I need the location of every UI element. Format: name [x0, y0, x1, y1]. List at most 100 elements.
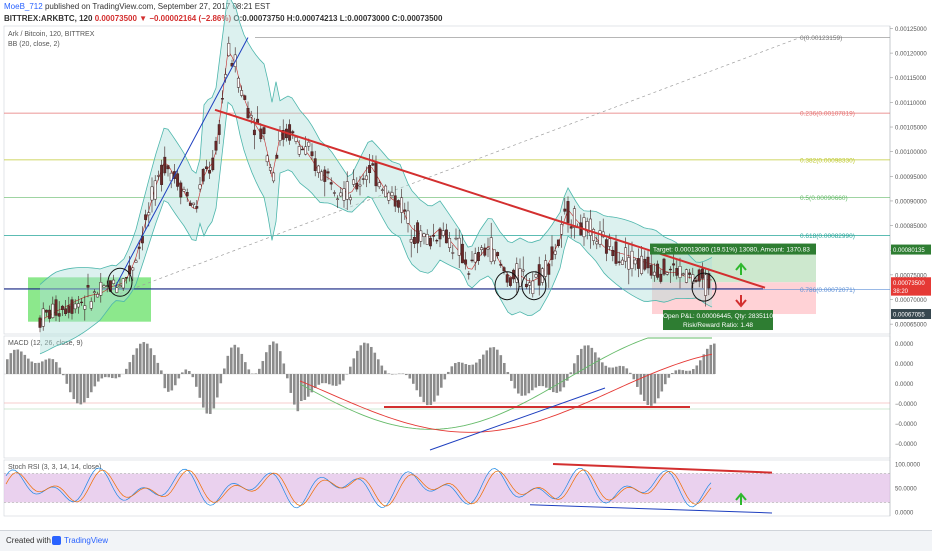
candle-body	[80, 302, 82, 303]
candle-body	[381, 190, 383, 191]
price-axis-label: 0.00065000	[895, 323, 927, 329]
macd-histogram-bar	[27, 359, 30, 374]
macd-histogram-bar	[626, 368, 629, 374]
candle-body	[116, 288, 118, 293]
macd-histogram-bar	[465, 364, 468, 374]
macd-histogram-bar	[143, 342, 146, 374]
candle-body	[180, 183, 182, 197]
bb-indicator-label: BB (20, close, 2)	[8, 41, 60, 48]
macd-histogram-bar	[157, 363, 160, 374]
candle-body	[228, 43, 230, 55]
tradingview-brand[interactable]: TradingView	[64, 536, 108, 545]
candle-body	[400, 198, 402, 213]
candle-body	[672, 264, 674, 265]
candle-body	[474, 254, 476, 262]
macd-histogram-bar	[125, 369, 128, 374]
candle-body	[496, 252, 498, 255]
candle-body	[634, 260, 636, 264]
macd-histogram-bar	[472, 365, 475, 374]
macd-histogram-bar	[500, 355, 503, 374]
macd-histogram-bar	[608, 367, 611, 374]
candle-body	[199, 185, 201, 189]
macd-histogram-bar	[654, 374, 657, 403]
fib-level-label: 0.786(0.00072071)	[800, 287, 855, 294]
candle-body	[605, 240, 607, 254]
macd-histogram-bar	[262, 361, 265, 374]
macd-histogram-bar	[521, 374, 524, 396]
candle-body	[103, 286, 105, 287]
candle-body	[314, 159, 316, 171]
candle-body	[372, 164, 374, 166]
candle-body	[480, 248, 482, 250]
macd-histogram-bar	[430, 374, 433, 405]
candle-body	[442, 231, 444, 236]
candle-body	[676, 268, 678, 275]
macd-histogram-bar	[549, 374, 552, 390]
macd-histogram-bar	[59, 368, 62, 374]
candle-body	[90, 301, 92, 308]
macd-histogram-bar	[129, 362, 132, 374]
macd-histogram-bar	[314, 374, 317, 388]
candle-body	[343, 189, 345, 201]
price-badge-text: 0.00080135	[893, 248, 925, 254]
fib-level-label: 0.236(0.00107819)	[800, 111, 855, 118]
candle-body	[244, 96, 246, 100]
candle-body	[560, 224, 562, 234]
candle-body	[468, 274, 470, 275]
candle-body	[253, 130, 255, 135]
macd-histogram-bar	[94, 374, 97, 386]
candle-body	[589, 219, 591, 235]
candle-body	[205, 167, 207, 169]
macd-histogram-bar	[356, 351, 359, 374]
macd-histogram-bar	[535, 374, 538, 388]
macd-histogram-bar	[647, 374, 650, 405]
macd-histogram-bar	[412, 374, 415, 384]
candle-body	[464, 260, 466, 264]
macd-histogram-bar	[451, 366, 454, 374]
macd-histogram-bar	[416, 374, 419, 390]
macd-histogram-bar	[437, 374, 440, 396]
candle-body	[346, 182, 348, 200]
candle-body	[669, 269, 671, 270]
macd-histogram-bar	[132, 355, 135, 374]
candle-body	[336, 199, 338, 200]
price-axis-label: 0.00110000	[895, 101, 927, 107]
stoch-axis-label: 50.0000	[895, 487, 917, 493]
macd-histogram-bar	[223, 368, 226, 374]
macd-histogram-bar	[384, 370, 387, 374]
stoch-band-fill	[4, 474, 890, 503]
candle-body	[624, 248, 626, 261]
candle-body	[426, 234, 428, 244]
macd-histogram-bar	[153, 355, 156, 374]
macd-histogram-bar	[272, 341, 275, 374]
macd-histogram-bar	[139, 344, 142, 374]
macd-histogram-bar	[370, 347, 373, 374]
risk-reward-text: Risk/Reward Ratio: 1.48	[683, 322, 753, 329]
candle-body	[272, 173, 274, 181]
macd-histogram-bar	[66, 374, 69, 384]
macd-histogram-bar	[360, 345, 363, 374]
candle-body	[308, 142, 310, 146]
price-axis-label: 0.00090000	[895, 199, 927, 205]
candle-body	[551, 247, 553, 260]
candle-body	[487, 248, 489, 249]
candle-body	[663, 259, 665, 274]
candle-body	[445, 230, 447, 243]
candle-body	[301, 149, 303, 150]
macd-histogram-bar	[713, 344, 716, 374]
candle-body	[471, 260, 473, 261]
macd-histogram-bar	[377, 359, 380, 374]
macd-histogram-bar	[188, 371, 191, 374]
macd-histogram-bar	[584, 346, 587, 374]
macd-axis-label: 0.0000	[895, 362, 914, 368]
macd-histogram-bar	[206, 374, 209, 414]
candle-body	[384, 186, 386, 197]
macd-histogram-bar	[664, 374, 667, 384]
candle-body	[608, 239, 610, 247]
candle-body	[359, 185, 361, 186]
candle-body	[157, 176, 159, 177]
macd-histogram-bar	[447, 372, 450, 374]
candle-body	[260, 129, 262, 139]
price-axis-label: 0.00095000	[895, 175, 927, 181]
